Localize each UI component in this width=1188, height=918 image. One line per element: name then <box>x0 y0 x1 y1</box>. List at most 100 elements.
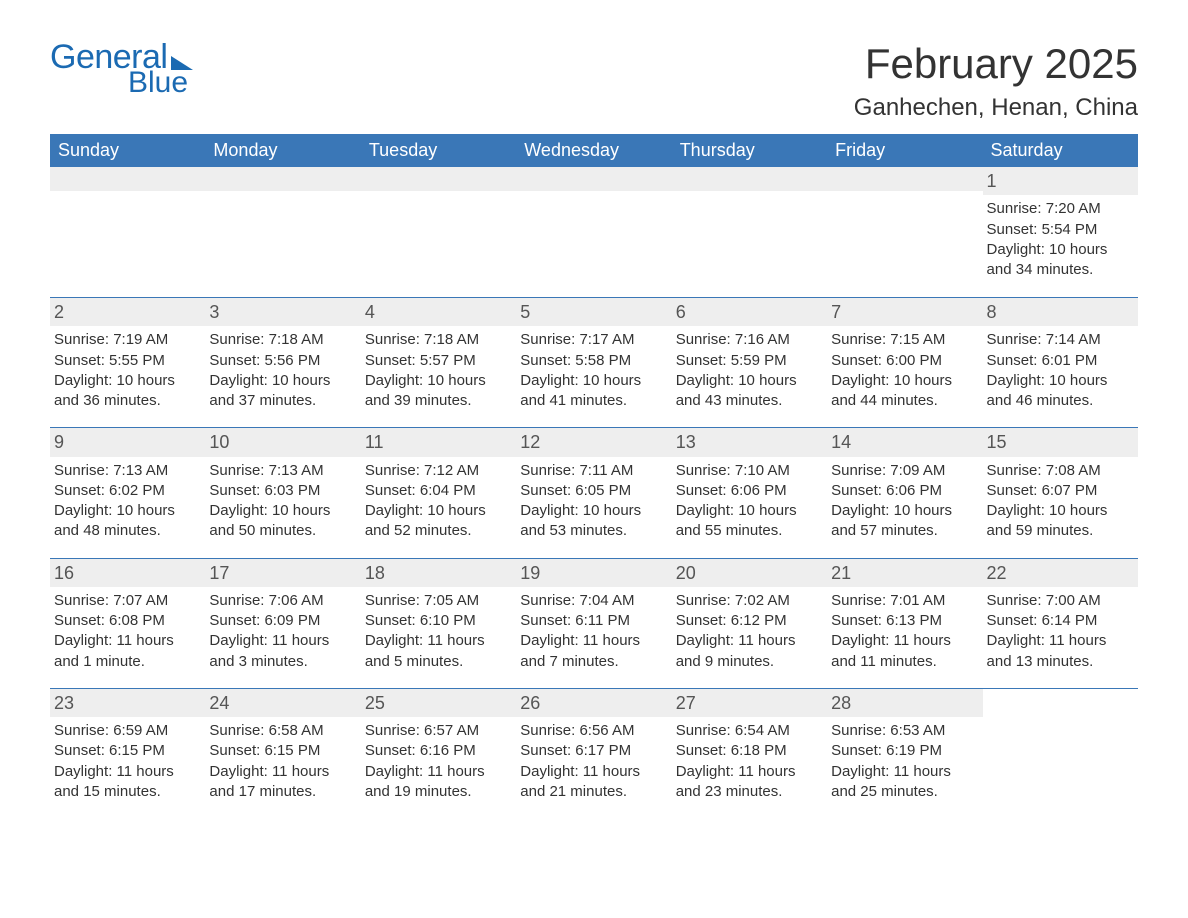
daylight-text: Daylight: 11 hours and 25 minutes. <box>831 762 978 803</box>
daylight-text: Daylight: 10 hours and 34 minutes. <box>987 240 1134 281</box>
day-cell: 1Sunrise: 7:20 AMSunset: 5:54 PMDaylight… <box>983 167 1138 297</box>
location-label: Ganhechen, Henan, China <box>854 94 1138 122</box>
day-number <box>672 167 827 191</box>
day-number: 28 <box>827 689 982 717</box>
sunset-text: Sunset: 6:18 PM <box>676 741 823 761</box>
day-header: Wednesday <box>516 135 671 167</box>
daylight-text: Daylight: 10 hours and 52 minutes. <box>365 501 512 542</box>
daylight-text: Daylight: 11 hours and 7 minutes. <box>520 631 667 672</box>
day-number: 23 <box>50 689 205 717</box>
sunset-text: Sunset: 6:15 PM <box>54 741 201 761</box>
day-cell: 17Sunrise: 7:06 AMSunset: 6:09 PMDayligh… <box>205 559 360 688</box>
day-cell: 27Sunrise: 6:54 AMSunset: 6:18 PMDayligh… <box>672 689 827 818</box>
day-cell: 28 Sunrise: 6:53 AMSunset: 6:19 PMDayligh… <box>827 689 982 818</box>
sunset-text: Sunset: 6:06 PM <box>676 481 823 501</box>
day-cell: 16Sunrise: 7:07 AMSunset: 6:08 PMDayligh… <box>50 559 205 688</box>
day-cell-empty <box>205 167 360 297</box>
sunrise-text: Sunrise: 7:06 AM <box>209 591 356 611</box>
sunset-text: Sunset: 6:15 PM <box>209 741 356 761</box>
day-cell: 6Sunrise: 7:16 AMSunset: 5:59 PMDaylight… <box>672 298 827 427</box>
daylight-text: Daylight: 10 hours and 37 minutes. <box>209 371 356 412</box>
day-cell: 25Sunrise: 6:57 AMSunset: 6:16 PMDayligh… <box>361 689 516 818</box>
day-number: 18 <box>361 559 516 587</box>
sunset-text: Sunset: 6:11 PM <box>520 611 667 631</box>
daylight-text: Daylight: 10 hours and 48 minutes. <box>54 501 201 542</box>
day-number: 11 <box>361 428 516 456</box>
day-cell-empty <box>516 167 671 297</box>
day-number: 19 <box>516 559 671 587</box>
day-number: 12 <box>516 428 671 456</box>
day-number: 27 <box>672 689 827 717</box>
sunrise-text: Sunrise: 7:14 AM <box>987 330 1134 350</box>
day-cell: 12Sunrise: 7:11 AMSunset: 6:05 PMDayligh… <box>516 428 671 557</box>
header: General Blue February 2025 Ganhechen, He… <box>50 40 1138 122</box>
day-number: 10 <box>205 428 360 456</box>
day-cell: 14 Sunrise: 7:09 AMSunset: 6:06 PMDayligh… <box>827 428 982 557</box>
sunset-text: Sunset: 6:03 PM <box>209 481 356 501</box>
day-number <box>50 167 205 191</box>
sunset-text: Sunset: 6:02 PM <box>54 481 201 501</box>
day-cell: 11Sunrise: 7:12 AMSunset: 6:04 PMDayligh… <box>361 428 516 557</box>
day-header: Monday <box>205 135 360 167</box>
sunset-text: Sunset: 6:13 PM <box>831 611 978 631</box>
sunset-text: Sunset: 6:08 PM <box>54 611 201 631</box>
daylight-text: Daylight: 10 hours and 44 minutes. <box>831 371 978 412</box>
daylight-text: Daylight: 10 hours and 55 minutes. <box>676 501 823 542</box>
sunrise-text: Sunrise: 7:00 AM <box>987 591 1134 611</box>
day-cell: 2Sunrise: 7:19 AMSunset: 5:55 PMDaylight… <box>50 298 205 427</box>
day-cell: 18Sunrise: 7:05 AMSunset: 6:10 PMDayligh… <box>361 559 516 688</box>
week-row: 23Sunrise: 6:59 AMSunset: 6:15 PMDayligh… <box>50 688 1138 818</box>
sunrise-text: Sunrise: 7:12 AM <box>365 461 512 481</box>
day-number: 7 <box>827 298 982 326</box>
sunrise-text: Sunrise: 7:15 AM <box>831 330 978 350</box>
daylight-text: Daylight: 11 hours and 21 minutes. <box>520 762 667 803</box>
daylight-text: Daylight: 11 hours and 11 minutes. <box>831 631 978 672</box>
day-number <box>205 167 360 191</box>
daylight-text: Daylight: 10 hours and 39 minutes. <box>365 371 512 412</box>
day-header: Saturday <box>983 135 1138 167</box>
sunrise-text: Sunrise: 6:53 AM <box>831 721 978 741</box>
daylight-text: Daylight: 11 hours and 17 minutes. <box>209 762 356 803</box>
sunrise-text: Sunrise: 7:07 AM <box>54 591 201 611</box>
sunrise-text: Sunrise: 7:18 AM <box>365 330 512 350</box>
sunrise-text: Sunrise: 7:08 AM <box>987 461 1134 481</box>
day-cell-empty <box>983 689 1138 818</box>
day-number <box>361 167 516 191</box>
sunset-text: Sunset: 5:56 PM <box>209 351 356 371</box>
brand-triangle-icon <box>171 56 193 70</box>
day-header: Thursday <box>672 135 827 167</box>
day-cell: 23Sunrise: 6:59 AMSunset: 6:15 PMDayligh… <box>50 689 205 818</box>
day-cell: 7Sunrise: 7:15 AMSunset: 6:00 PMDaylight… <box>827 298 982 427</box>
sunset-text: Sunset: 5:57 PM <box>365 351 512 371</box>
sunrise-text: Sunrise: 7:09 AM <box>831 461 978 481</box>
daylight-text: Daylight: 10 hours and 41 minutes. <box>520 371 667 412</box>
day-cell: 13Sunrise: 7:10 AMSunset: 6:06 PMDayligh… <box>672 428 827 557</box>
daylight-text: Daylight: 11 hours and 9 minutes. <box>676 631 823 672</box>
day-cell-empty <box>50 167 205 297</box>
day-number <box>827 167 982 191</box>
title-block: February 2025 Ganhechen, Henan, China <box>854 40 1138 122</box>
daylight-text: Daylight: 10 hours and 57 minutes. <box>831 501 978 542</box>
sunrise-text: Sunrise: 6:59 AM <box>54 721 201 741</box>
sunrise-text: Sunrise: 7:17 AM <box>520 330 667 350</box>
sunset-text: Sunset: 6:12 PM <box>676 611 823 631</box>
sunrise-text: Sunrise: 7:05 AM <box>365 591 512 611</box>
sunset-text: Sunset: 6:07 PM <box>987 481 1134 501</box>
day-header: Sunday <box>50 135 205 167</box>
sunset-text: Sunset: 5:59 PM <box>676 351 823 371</box>
sunset-text: Sunset: 5:55 PM <box>54 351 201 371</box>
daylight-text: Daylight: 10 hours and 59 minutes. <box>987 501 1134 542</box>
week-row: 1Sunrise: 7:20 AMSunset: 5:54 PMDaylight… <box>50 167 1138 297</box>
page-title: February 2025 <box>854 40 1138 88</box>
daylight-text: Daylight: 11 hours and 19 minutes. <box>365 762 512 803</box>
day-cell: 9Sunrise: 7:13 AMSunset: 6:02 PMDaylight… <box>50 428 205 557</box>
sunset-text: Sunset: 6:06 PM <box>831 481 978 501</box>
day-number: 14 <box>827 428 982 456</box>
day-number <box>516 167 671 191</box>
day-number: 1 <box>983 167 1138 195</box>
daylight-text: Daylight: 10 hours and 36 minutes. <box>54 371 201 412</box>
day-cell: 8Sunrise: 7:14 AMSunset: 6:01 PMDaylight… <box>983 298 1138 427</box>
sunset-text: Sunset: 6:14 PM <box>987 611 1134 631</box>
day-cell: 5Sunrise: 7:17 AMSunset: 5:58 PMDaylight… <box>516 298 671 427</box>
sunset-text: Sunset: 6:19 PM <box>831 741 978 761</box>
